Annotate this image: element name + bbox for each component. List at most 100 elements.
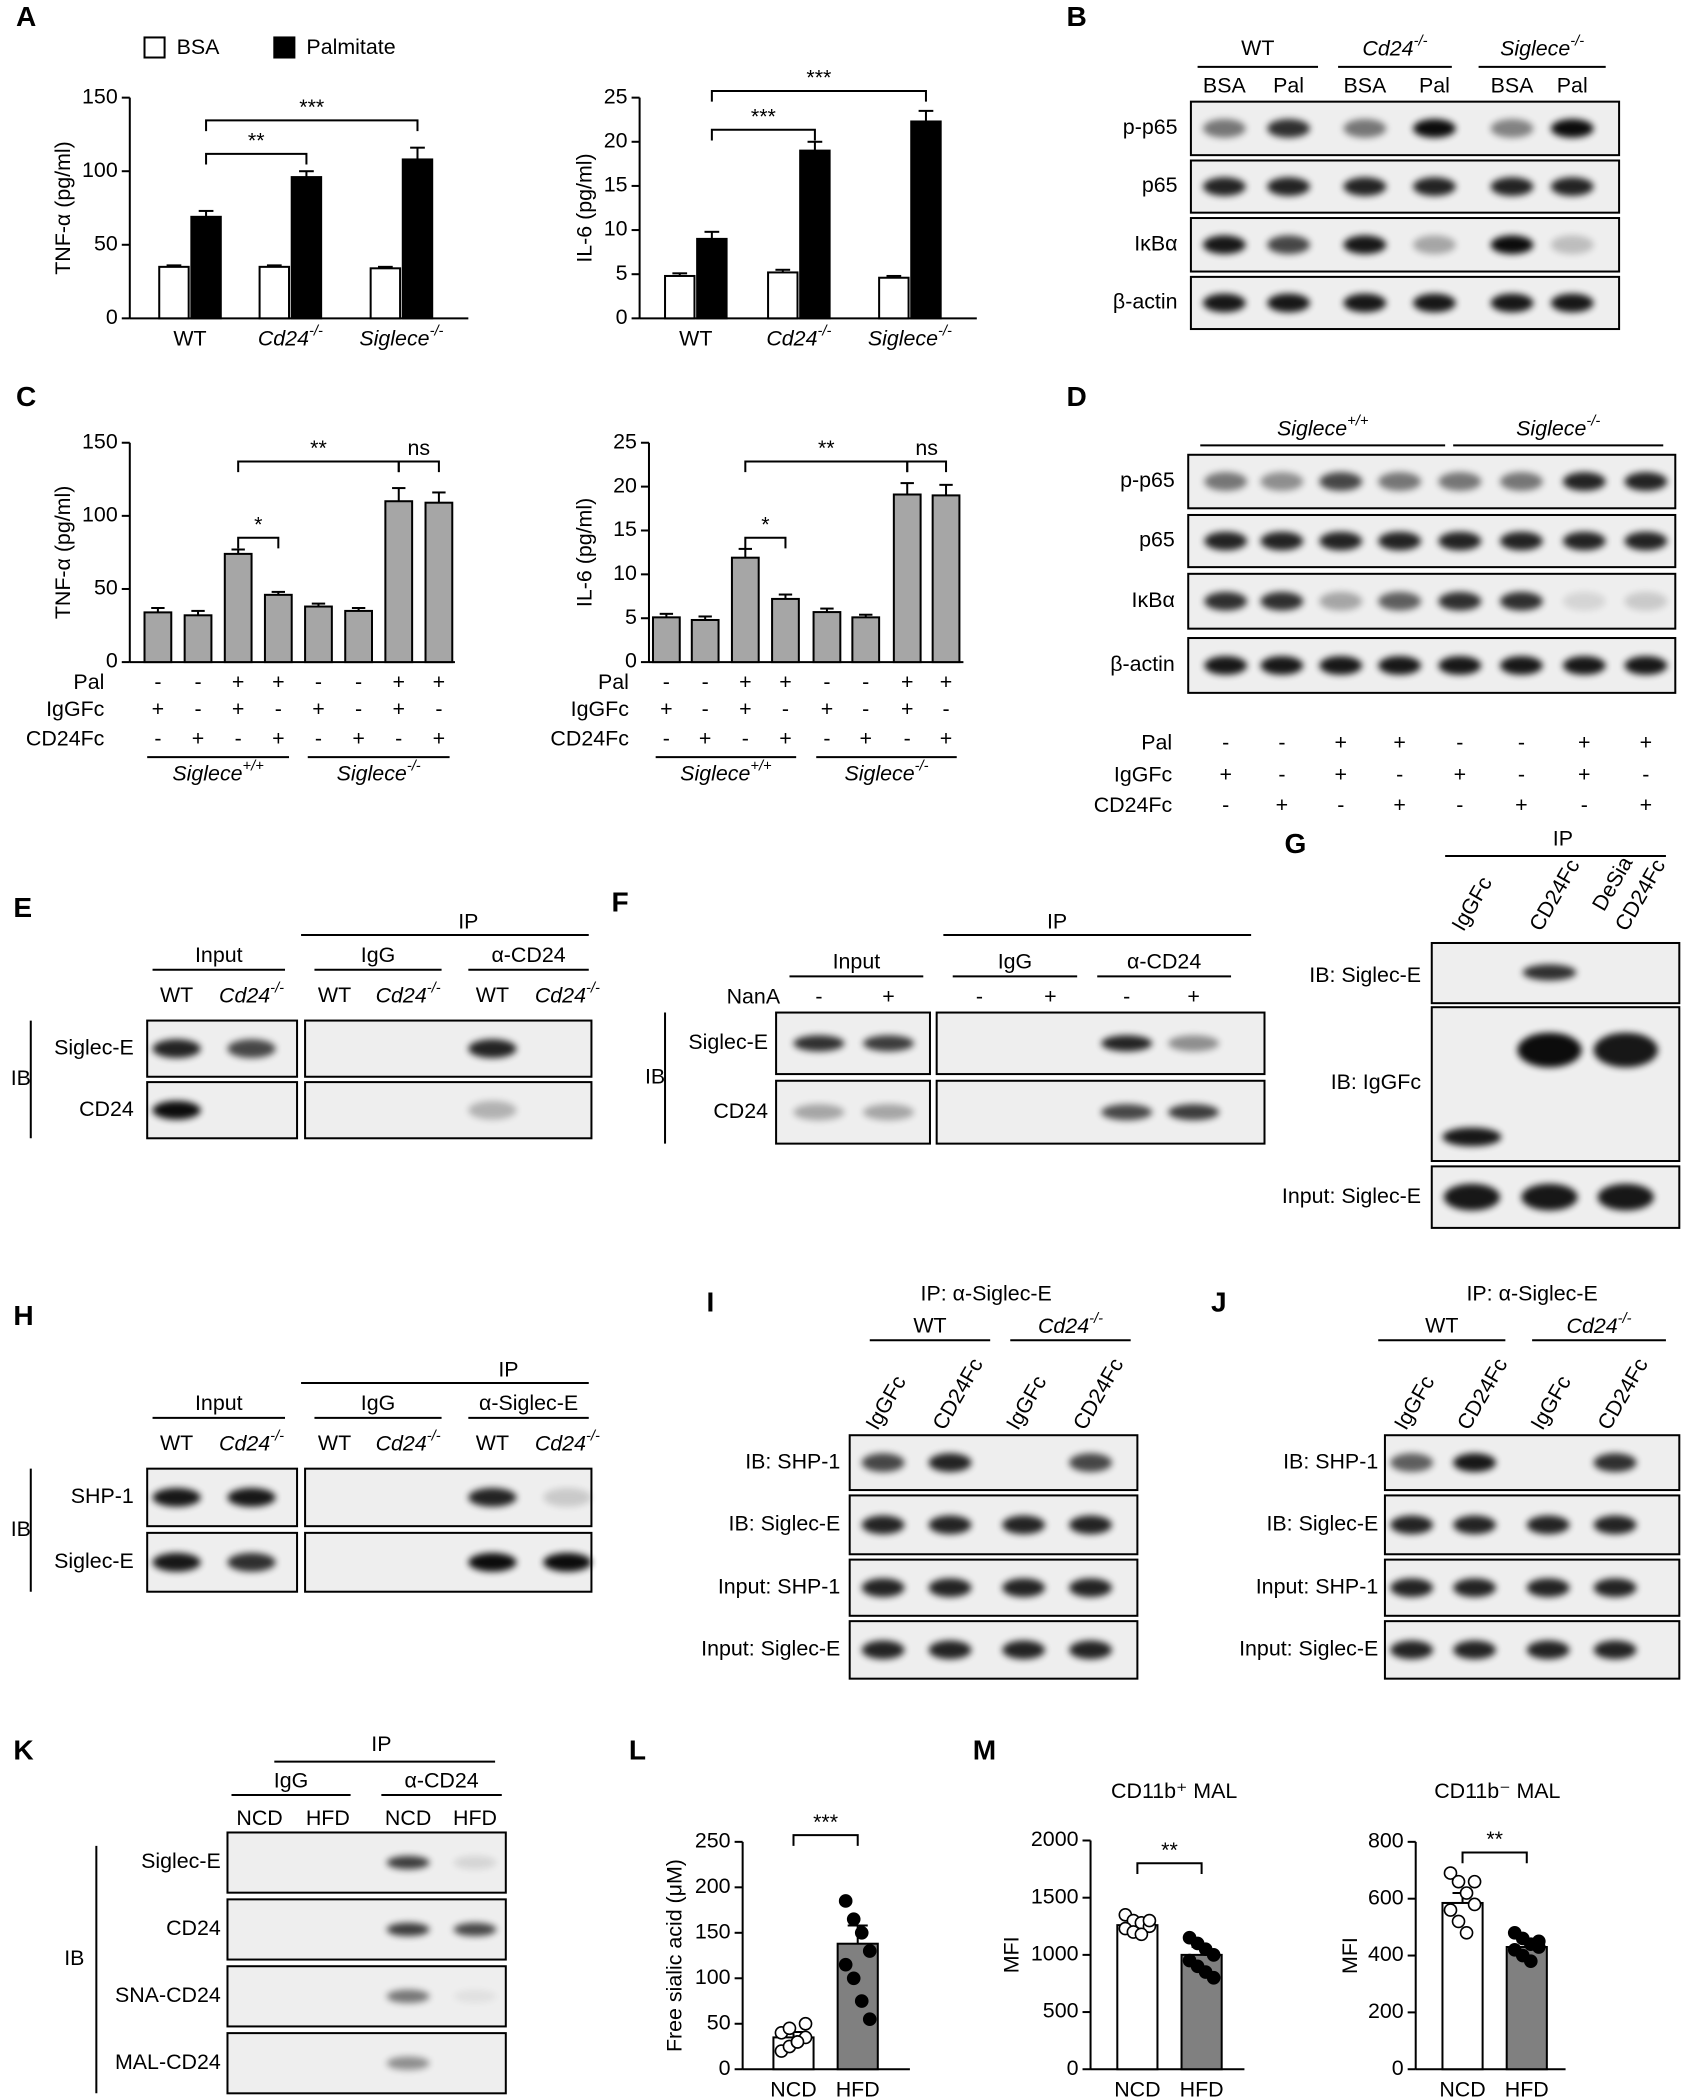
y-tick-label: 0 bbox=[106, 649, 118, 673]
row-label: IB: Siglec-E bbox=[1266, 1511, 1378, 1535]
label: + bbox=[1454, 762, 1467, 786]
row-label: Siglec-E bbox=[141, 1849, 221, 1873]
band bbox=[152, 1488, 201, 1507]
bar bbox=[812, 611, 842, 664]
blot-frame bbox=[226, 1965, 507, 2028]
label: IP bbox=[1553, 827, 1573, 851]
y-tick-label: 100 bbox=[695, 1965, 731, 1989]
band bbox=[928, 1515, 972, 1535]
band bbox=[152, 1039, 201, 1059]
row-label: Input: SHP-1 bbox=[718, 1574, 840, 1598]
label: - bbox=[1581, 793, 1588, 817]
band bbox=[1204, 591, 1248, 611]
legend-swatch bbox=[143, 36, 166, 59]
data-point bbox=[1459, 1886, 1474, 1900]
band bbox=[1453, 1453, 1496, 1473]
band bbox=[1624, 591, 1668, 611]
row-label: Siglec-E bbox=[54, 1035, 134, 1059]
band bbox=[1593, 1453, 1637, 1473]
x-tick-label: NCD bbox=[1114, 2077, 1160, 2100]
condition-sign: + bbox=[272, 670, 285, 694]
band bbox=[468, 1039, 517, 1059]
y-axis-label: TNF-α (pg/ml) bbox=[51, 486, 75, 620]
bar bbox=[651, 616, 681, 664]
panel-letter: M bbox=[973, 1735, 996, 1766]
label: NCD bbox=[385, 1806, 431, 1830]
bar bbox=[771, 597, 800, 664]
label: Siglece-/- bbox=[1516, 413, 1600, 440]
row-label: CD24 bbox=[166, 1916, 221, 1940]
band bbox=[1438, 531, 1482, 551]
label: α-CD24 bbox=[491, 943, 565, 967]
label: Cd24-/- bbox=[376, 1428, 441, 1455]
label: α-Siglec-E bbox=[479, 1391, 578, 1415]
band bbox=[468, 1552, 517, 1572]
bar bbox=[223, 552, 253, 664]
band bbox=[928, 1578, 972, 1598]
y-tick-label: 600 bbox=[1368, 1885, 1404, 1909]
band bbox=[1500, 472, 1543, 491]
label: + bbox=[1640, 730, 1653, 754]
legend-label: BSA bbox=[177, 35, 221, 59]
data-point bbox=[838, 1957, 853, 1972]
condition-label: CD24Fc bbox=[26, 726, 105, 750]
label: Cd24-/- bbox=[376, 980, 441, 1007]
band bbox=[1593, 1640, 1637, 1660]
row-label: IκBα bbox=[1132, 588, 1175, 612]
lane-label: IgGFc bbox=[1001, 1371, 1051, 1434]
condition-sign: + bbox=[779, 726, 792, 750]
bar bbox=[263, 593, 293, 664]
band bbox=[1260, 591, 1304, 611]
condition-label: CD24Fc bbox=[550, 726, 629, 750]
row-label: Siglec-E bbox=[688, 1030, 768, 1054]
bar bbox=[730, 556, 760, 664]
row-label: Input: Siglec-E bbox=[701, 1637, 840, 1661]
band bbox=[1069, 1578, 1112, 1598]
band bbox=[1453, 1578, 1496, 1598]
label: - bbox=[1222, 730, 1229, 754]
label: Input bbox=[195, 1391, 243, 1415]
data-point bbox=[782, 2021, 797, 2036]
band bbox=[1521, 1183, 1578, 1211]
bar bbox=[690, 618, 720, 664]
band bbox=[1500, 656, 1543, 675]
band bbox=[1438, 472, 1482, 491]
data-point bbox=[790, 2035, 805, 2049]
band bbox=[863, 1104, 914, 1121]
lane-label: CD24Fc bbox=[1452, 1354, 1512, 1434]
band bbox=[1562, 472, 1606, 491]
y-tick-label: 200 bbox=[1368, 1999, 1404, 2023]
label: + bbox=[1335, 730, 1348, 754]
blot-frame bbox=[226, 2032, 507, 2095]
group-label: Siglece-/- bbox=[844, 758, 928, 785]
row-label: β-actin bbox=[1110, 652, 1175, 676]
y-tick-label: 50 bbox=[707, 2010, 731, 2034]
condition-sign: + bbox=[901, 670, 914, 694]
label: IP: α-Siglec-E bbox=[1466, 1281, 1597, 1305]
label: IgG bbox=[998, 950, 1032, 974]
label: Pal bbox=[1557, 74, 1588, 98]
y-tick-label: 5 bbox=[625, 605, 637, 629]
band bbox=[1624, 472, 1668, 491]
label: HFD bbox=[306, 1806, 350, 1830]
label: + bbox=[1335, 762, 1348, 786]
row-label: SNA-CD24 bbox=[115, 1983, 221, 2007]
band bbox=[1260, 472, 1304, 491]
row-label: Siglec-E bbox=[54, 1549, 134, 1573]
bar bbox=[424, 501, 454, 664]
band bbox=[1526, 1578, 1570, 1598]
band bbox=[1267, 119, 1310, 138]
label: Input: Siglec-E bbox=[1282, 1184, 1421, 1208]
significance-bracket bbox=[710, 89, 927, 102]
band bbox=[1267, 293, 1310, 313]
band bbox=[861, 1453, 905, 1473]
condition-sign: + bbox=[779, 670, 792, 694]
blot-frame bbox=[1430, 941, 1681, 1005]
panel-letter: E bbox=[13, 892, 32, 923]
label: WT bbox=[476, 983, 509, 1007]
data-point bbox=[1531, 1934, 1546, 1949]
data-point bbox=[854, 1925, 869, 1940]
y-axis-label: MFI bbox=[1000, 1936, 1024, 1973]
data-point bbox=[1443, 1903, 1458, 1917]
condition-sign: - bbox=[315, 726, 322, 750]
